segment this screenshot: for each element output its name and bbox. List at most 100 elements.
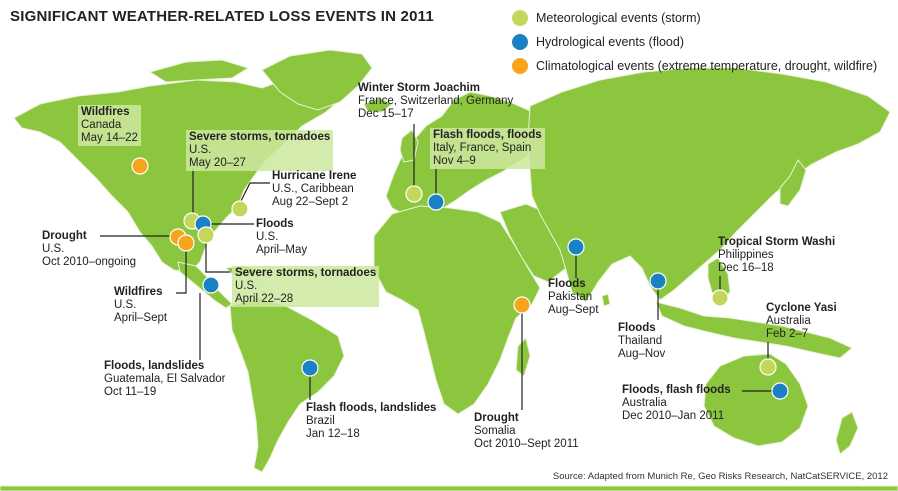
event-label-wildfires-us: Wildfires U.S. April–Sept (114, 286, 167, 325)
event-title: Drought (42, 230, 87, 242)
legend-swatch-climatological (512, 58, 528, 74)
event-marker-drought-somalia (513, 296, 531, 314)
event-title: Winter Storm Joachim (358, 82, 480, 94)
landmass-japan (779, 159, 807, 207)
event-marker-wildfires-us (177, 234, 195, 252)
event-location: Australia (622, 397, 667, 409)
event-date: April–May (256, 244, 308, 256)
event-date: April–Sept (114, 312, 168, 324)
event-location: U.S. (42, 243, 65, 255)
event-label-floods-australia: Floods, flash floods Australia Dec 2010–… (622, 384, 731, 423)
event-date: Oct 2010–ongoing (42, 256, 136, 268)
event-label-floods-europe: Flash floods, floods Italy, France, Spai… (430, 128, 545, 169)
event-marker-floods-pakistan (567, 238, 585, 256)
event-label-drought-somalia: Drought Somalia Oct 2010–Sept 2011 (474, 412, 579, 451)
event-title: Floods (618, 322, 656, 334)
event-marker-storm-joachim (405, 185, 423, 203)
event-date: May 20–27 (189, 157, 246, 169)
event-location: Italy, France, Spain (433, 142, 532, 154)
event-date: Jan 12–18 (306, 428, 360, 440)
leader-line-storms-us-april (205, 243, 230, 273)
event-location: U.S. (256, 231, 279, 243)
event-title: Floods, flash floods (622, 384, 731, 396)
landmass-antarctica (0, 485, 898, 491)
event-marker-storm-washi (711, 289, 729, 307)
legend-item: Hydrological events (flood) (512, 30, 877, 54)
legend-label: Meteorological events (storm) (536, 11, 701, 25)
event-location: France, Switzerland, Germany (358, 95, 514, 107)
event-title: Floods, landslides (104, 360, 205, 372)
event-markers (131, 157, 789, 400)
event-marker-floods-guatemala (202, 276, 220, 294)
event-location: Brazil (306, 415, 335, 427)
landmass-australia (703, 353, 809, 447)
legend-label: Climatological events (extreme temperatu… (536, 59, 878, 73)
leader-line-hurricane-irene (239, 182, 270, 204)
source-note: Source: Adapted from Munich Re, Geo Risk… (552, 471, 888, 482)
event-title: Floods (548, 278, 586, 290)
event-location: U.S. (189, 144, 212, 156)
landmass-madagascar (515, 337, 531, 377)
event-date: Oct 11–19 (104, 386, 157, 398)
event-date: Aug–Sept (548, 304, 599, 316)
legend-label: Hydrological events (flood) (536, 35, 684, 49)
event-date: Aug–Nov (618, 348, 666, 360)
event-label-storm-joachim: Winter Storm Joachim France, Switzerland… (358, 82, 513, 121)
event-date: Nov 4–9 (433, 155, 476, 167)
event-date: April 22–28 (235, 293, 294, 305)
event-title: Hurricane Irene (272, 170, 357, 182)
event-label-storms-us-april: Severe storms, tornadoes U.S. April 22–2… (232, 266, 380, 307)
event-location: Pakistan (548, 291, 593, 303)
landmass-africa (373, 205, 541, 415)
event-date: Oct 2010–Sept 2011 (474, 438, 579, 450)
event-title: Wildfires (114, 286, 163, 298)
event-title: Flash floods, landslides (306, 402, 437, 414)
landmass-asia (527, 67, 891, 303)
event-date: Dec 2010–Jan 2011 (622, 410, 725, 422)
event-label-floods-guatemala: Floods, landslides Guatemala, El Salvado… (104, 360, 225, 399)
event-label-floods-us: Floods U.S. April–May (256, 218, 307, 257)
event-location: Somalia (474, 425, 516, 437)
event-marker-hurricane-irene (231, 200, 249, 218)
event-label-storm-washi: Tropical Storm Washi Philippines Dec 16–… (718, 236, 835, 275)
landmass-sri-lanka (601, 293, 611, 307)
event-title: Drought (474, 412, 519, 424)
event-label-floods-thailand: Floods Thailand Aug–Nov (618, 322, 665, 361)
event-location: U.S. (114, 299, 137, 311)
legend-item: Meteorological events (storm) (512, 6, 877, 30)
event-title: Floods (256, 218, 294, 230)
event-location: Australia (766, 315, 811, 327)
landmass-arctic-islands (148, 59, 250, 83)
event-label-floods-brazil: Flash floods, landslides Brazil Jan 12–1… (306, 402, 436, 441)
event-title: Cyclone Yasi (766, 302, 837, 314)
landmass-greenland (261, 49, 373, 111)
event-title: Tropical Storm Washi (718, 236, 836, 248)
event-date: Dec 16–18 (718, 262, 774, 274)
event-date: Feb 2–7 (766, 328, 809, 340)
event-leaders (100, 124, 772, 410)
event-location: Guatemala, El Salvador (104, 373, 226, 385)
event-location: U.S., Caribbean (272, 183, 354, 195)
event-label-storms-us-may: Severe storms, tornadoes U.S. May 20–27 (186, 130, 334, 171)
event-label-drought-us: Drought U.S. Oct 2010–ongoing (42, 230, 136, 269)
map-title: SIGNIFICANT WEATHER-RELATED LOSS EVENTS … (10, 8, 434, 25)
event-date: Aug 22–Sept 2 (272, 196, 349, 208)
event-label-hurricane-irene: Hurricane Irene U.S., Caribbean Aug 22–S… (272, 170, 356, 209)
event-label-wildfires-canada: Wildfires Canada May 14–22 (78, 105, 141, 146)
event-marker-cyclone-yasi (759, 358, 777, 376)
legend-item: Climatological events (extreme temperatu… (512, 54, 877, 78)
event-marker-floods-australia (771, 382, 789, 400)
event-location: U.S. (235, 280, 258, 292)
event-title: Severe storms, tornadoes (235, 267, 377, 279)
event-location: Philippines (718, 249, 774, 261)
event-label-cyclone-yasi: Cyclone Yasi Australia Feb 2–7 (766, 302, 837, 341)
event-label-floods-pakistan: Floods Pakistan Aug–Sept (548, 278, 599, 317)
legend-swatch-meteorological (512, 10, 528, 26)
landmasses (0, 49, 898, 491)
event-title: Wildfires (81, 106, 130, 118)
landmass-iceland (363, 97, 393, 113)
event-location: Thailand (618, 335, 663, 347)
leader-line-wildfires-us (176, 251, 187, 294)
event-title: Severe storms, tornadoes (189, 131, 331, 143)
